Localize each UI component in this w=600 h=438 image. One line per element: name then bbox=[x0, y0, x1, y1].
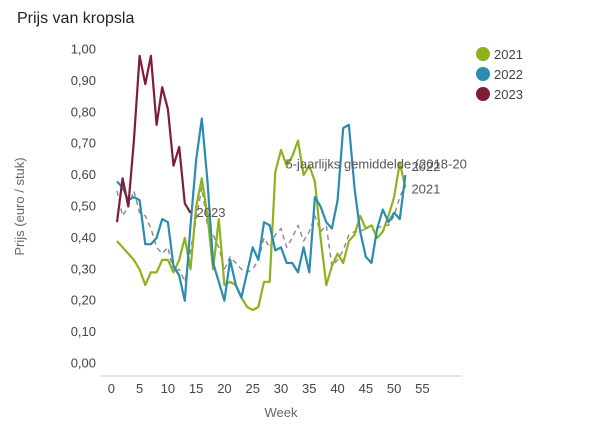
legend-marker bbox=[476, 67, 490, 81]
series-line-0 bbox=[116, 139, 407, 312]
legend-label: 2023 bbox=[494, 87, 523, 102]
legend-label: 2021 bbox=[494, 47, 523, 62]
y-tick-label: 0,60 bbox=[71, 167, 96, 182]
series-line-3 bbox=[116, 184, 407, 283]
y-tick-label: 0,20 bbox=[71, 293, 96, 308]
series-line-2 bbox=[115, 54, 192, 223]
y-tick-label: 0,10 bbox=[71, 324, 96, 339]
y-tick-label: 0,30 bbox=[71, 261, 96, 276]
series-line-1 bbox=[116, 117, 407, 302]
legend-label: 2022 bbox=[494, 67, 523, 82]
x-tick-label: 20 bbox=[217, 381, 231, 396]
legend-marker bbox=[476, 47, 490, 61]
series-end-labels: 2021 2022 2023 5-jaarlijks gemiddelde (2018… bbox=[197, 157, 467, 220]
chart-title: Prijs van kropsla bbox=[17, 10, 135, 27]
y-tick-label: 0,50 bbox=[71, 199, 96, 214]
y-tick-label: 1,00 bbox=[71, 42, 96, 57]
x-tick-label: 30 bbox=[274, 381, 288, 396]
series-end-label: 2021 bbox=[411, 182, 440, 197]
series-end-label: 5-jaarlijks gemiddelde (2018-20 bbox=[285, 157, 466, 172]
legend-marker bbox=[476, 87, 490, 101]
y-tick-label: 0,40 bbox=[71, 230, 96, 245]
x-tick-label: 40 bbox=[330, 381, 344, 396]
x-tick-label: 15 bbox=[189, 381, 203, 396]
x-tick-label: 10 bbox=[161, 381, 175, 396]
y-tick-label: 0,00 bbox=[71, 355, 96, 370]
series-lines bbox=[115, 54, 407, 312]
x-tick-label: 5 bbox=[136, 381, 143, 396]
x-tick-label: 35 bbox=[302, 381, 316, 396]
y-axis-label: Prijs (euro / stuk) bbox=[12, 157, 27, 255]
y-tick-label: 0,90 bbox=[71, 73, 96, 88]
legend: 2021 2022 2023 bbox=[476, 47, 523, 102]
x-axis-label: Week bbox=[265, 405, 298, 420]
x-tick-label: 25 bbox=[245, 381, 259, 396]
y-tick-labels: 0,00 0,10 0,20 0,30 0,40 0,50 0,60 0,70 0,80 0,90… bbox=[71, 42, 96, 371]
y-tick-label: 0,70 bbox=[71, 136, 96, 151]
x-tick-label: 55 bbox=[415, 381, 429, 396]
y-tick-label: 0,80 bbox=[71, 104, 96, 119]
x-tick-labels: 0 5 10 15 20 25 30 35 40 45 50 55 bbox=[108, 381, 430, 396]
series-end-label: 2022 bbox=[411, 159, 440, 174]
x-tick-label: 0 bbox=[108, 381, 115, 396]
series-end-label: 2023 bbox=[197, 205, 226, 220]
x-tick-label: 50 bbox=[387, 381, 401, 396]
x-tick-label: 45 bbox=[359, 381, 373, 396]
